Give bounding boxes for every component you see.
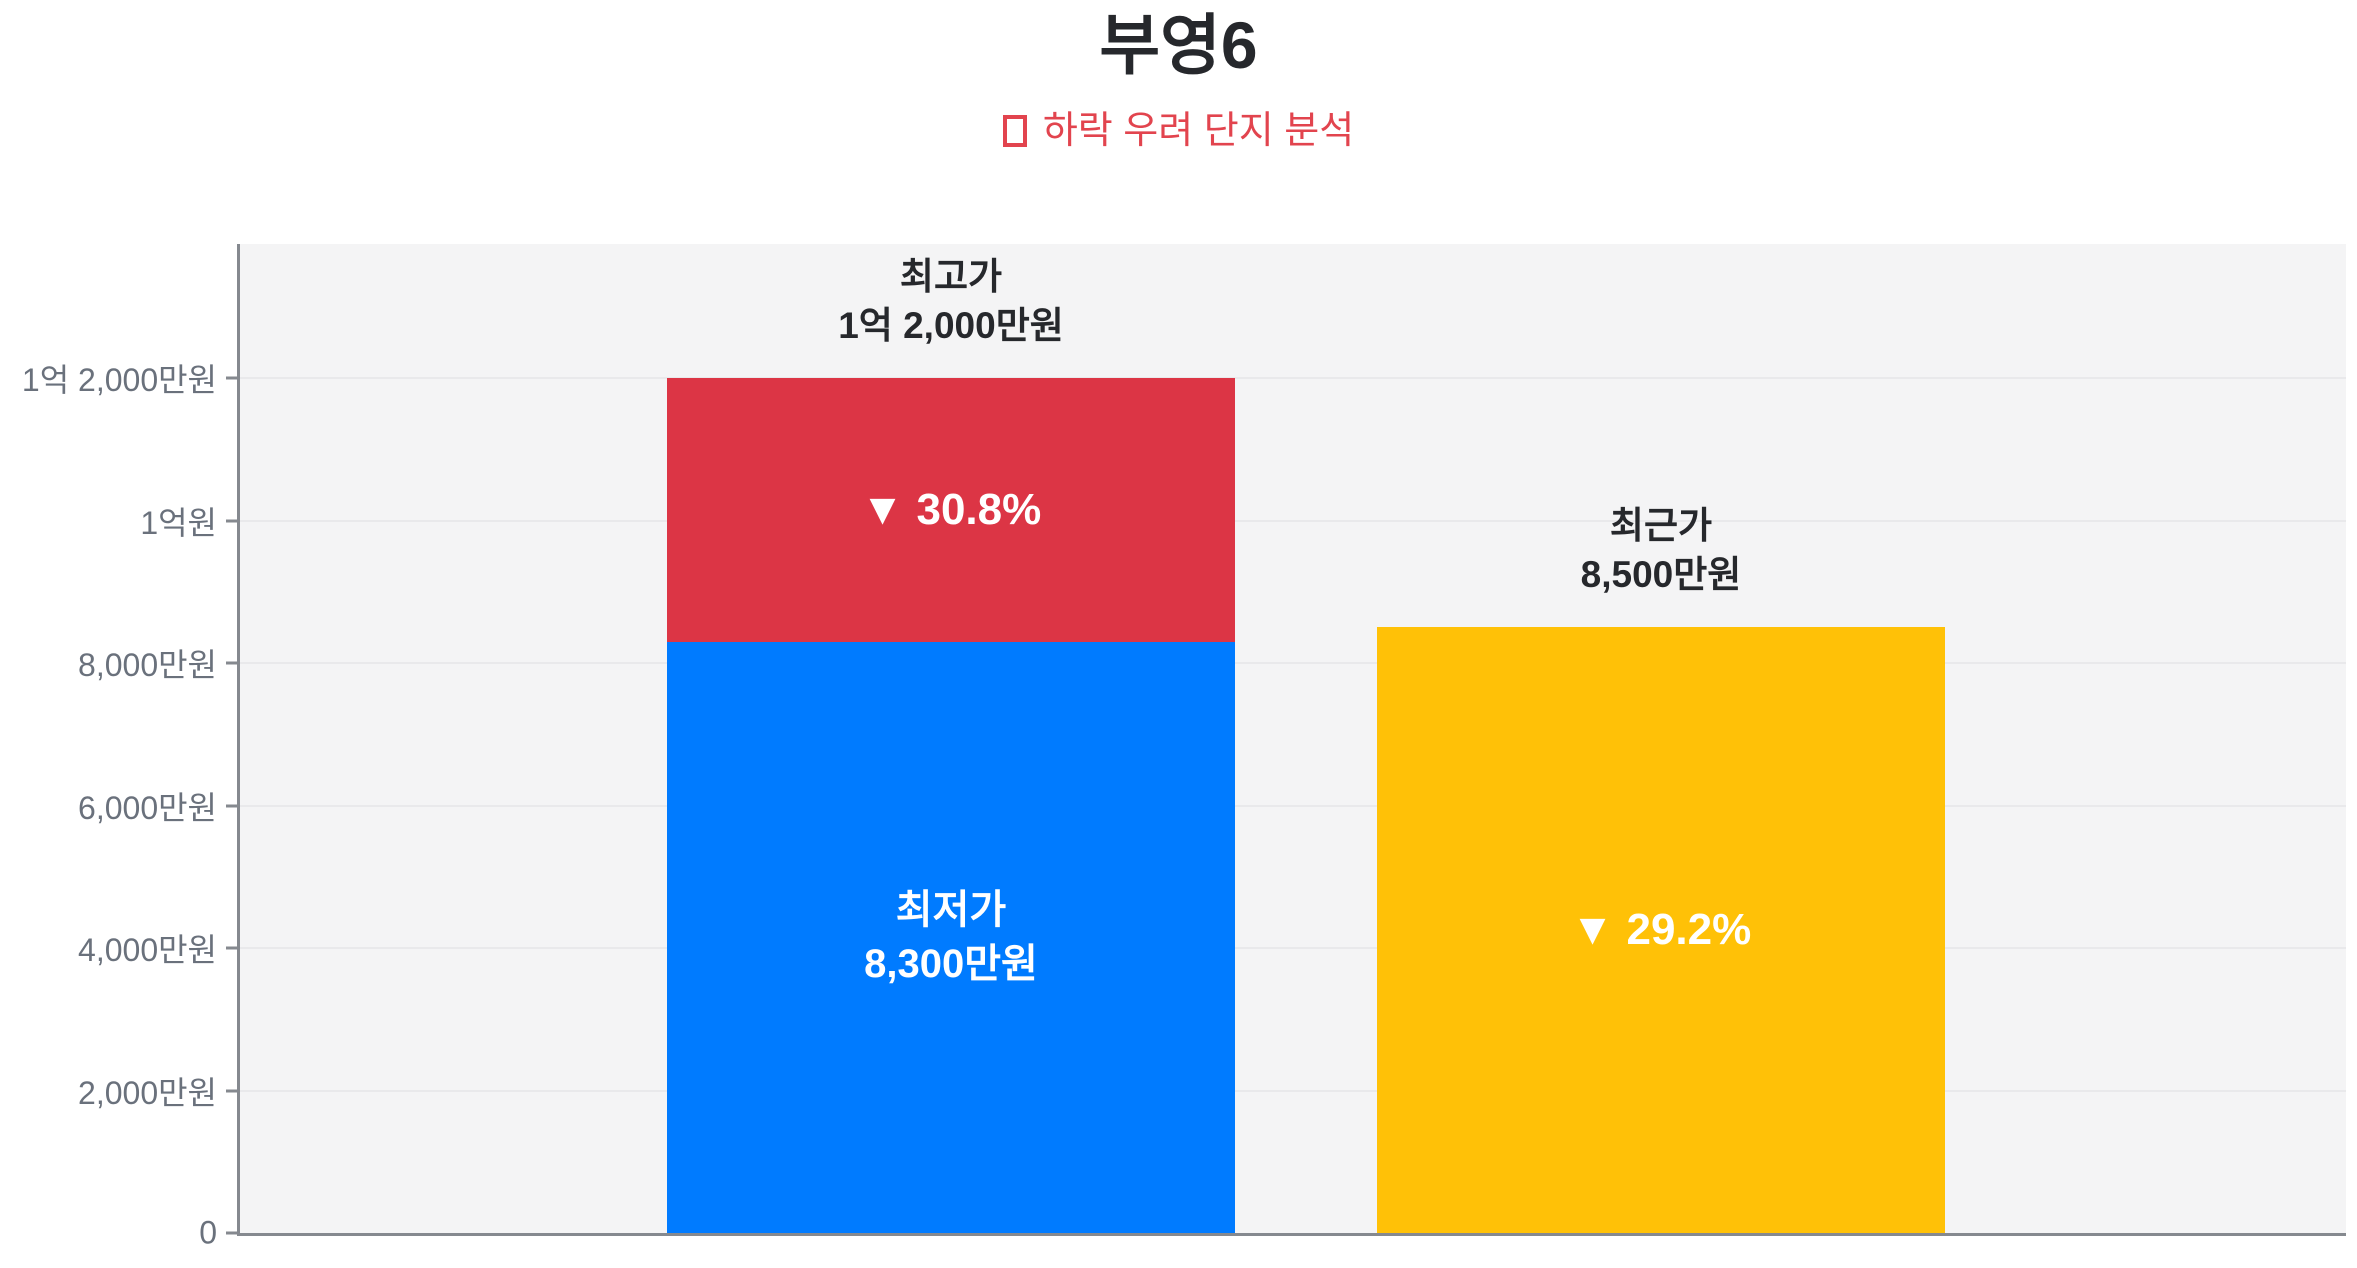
- plot-area: 최저가 8,300만원 ▼ 30.8% 최고가 1억 2,000만원 ▼ 29.2% 최근가…: [237, 244, 2346, 1236]
- y-tick-label-5: 2,000만원: [78, 1074, 217, 1111]
- gridline-4000: [240, 947, 2346, 949]
- y-tick-label-3: 6,000만원: [78, 789, 217, 826]
- chart-title: 부영6: [1099, 8, 1258, 82]
- y-tick-mark-4: [226, 946, 237, 950]
- y-tick-label-4: 4,000만원: [78, 932, 217, 968]
- gridline-6000: [240, 804, 2346, 807]
- recent-price-bar-top-label-line: 8,500만원: [1580, 554, 1742, 596]
- recent-price-segment[interactable]: ▼ 29.2%: [1377, 627, 1945, 1233]
- recent-price-segment-label: ▼ 29.2%: [1570, 905, 1752, 955]
- chart-subtitle: 하락 우려 단지 분석: [0, 106, 2357, 156]
- decline-percent-segment-label: ▼ 30.8%: [860, 484, 1042, 534]
- recent-price-bar-top-label: 최근가 8,500만원: [1581, 501, 1742, 599]
- gridline-12000: [240, 377, 2346, 379]
- recent-price-bar-top-label-line: 최근가: [1609, 505, 1713, 547]
- y-tick-mark-0: [226, 376, 237, 380]
- y-tick-label-1: 1억원: [140, 504, 217, 541]
- y-axis: 1억 2,000만원 1억원 8,000만원 6,000만원 4,000만원 2,000만…: [0, 244, 237, 1251]
- gridline-2000: [240, 1089, 2346, 1092]
- gridline-8000: [240, 662, 2346, 664]
- y-tick-mark-6: [226, 1231, 237, 1235]
- lowest-price-segment[interactable]: 최저가 8,300만원: [667, 641, 1235, 1233]
- y-tick-label-6: 0: [199, 1214, 217, 1251]
- gridline-10000: [240, 519, 2346, 522]
- lowest-price-segment-label: 최저가: [895, 888, 1007, 933]
- y-tick-label-2: 8,000만원: [78, 647, 217, 683]
- chart-subtitle-text: 하락 우려 단지 분석: [1042, 110, 1355, 152]
- y-tick-mark-3: [226, 804, 237, 807]
- highest-vs-lowest-bar-top-label-line: 1억 2,000만원: [838, 305, 1064, 346]
- decline-percent-segment[interactable]: ▼ 30.8%: [667, 378, 1235, 642]
- lowest-price-segment-label: 8,300만원: [864, 942, 1038, 987]
- highest-vs-lowest-bar-top-label-line: 최고가: [899, 256, 1003, 297]
- highest-vs-lowest-bar-top-label: 최고가 1억 2,000만원: [838, 252, 1064, 350]
- y-tick-mark-1: [226, 519, 237, 522]
- missing-glyph-icon: [1002, 115, 1027, 147]
- y-tick-mark-5: [226, 1089, 237, 1092]
- y-tick-label-0: 1억 2,000만원: [21, 362, 217, 398]
- y-tick-mark-2: [226, 661, 237, 665]
